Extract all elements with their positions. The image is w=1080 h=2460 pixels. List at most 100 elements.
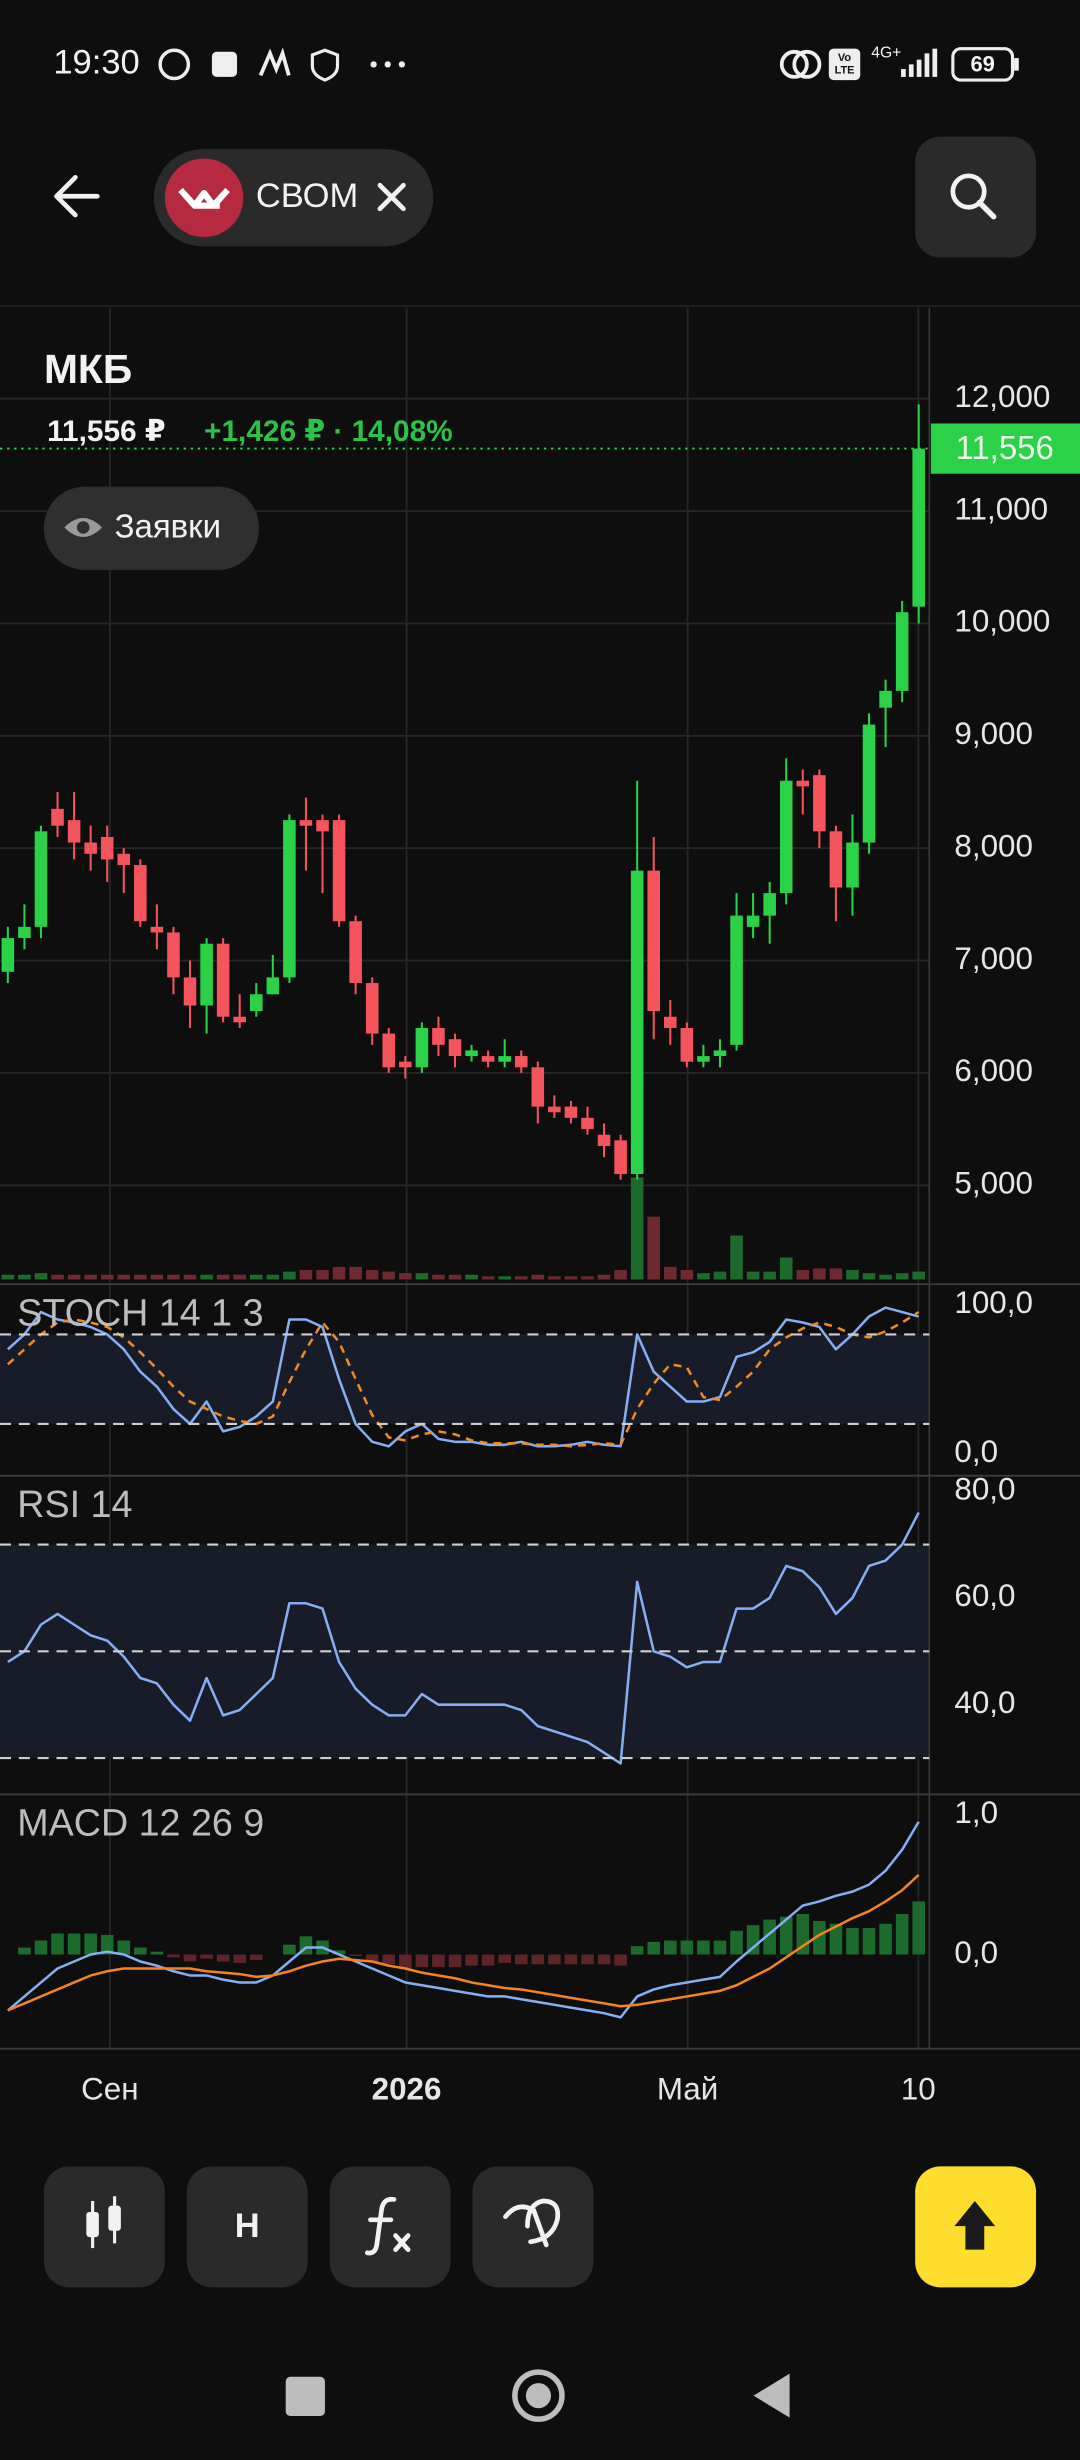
- volume-bar: [432, 1274, 445, 1280]
- volume-bar: [448, 1274, 462, 1280]
- candle-body: [415, 1027, 429, 1068]
- macd-histogram-bar: [134, 1947, 147, 1955]
- volume-bar: [895, 1273, 909, 1280]
- candle-body: [514, 1056, 528, 1068]
- candle-body: [51, 808, 64, 826]
- volte-badge: [828, 48, 861, 81]
- back-button[interactable]: [54, 175, 100, 218]
- volume-bar: [779, 1257, 793, 1280]
- candle-body: [34, 831, 48, 927]
- candle-body: [399, 1061, 412, 1068]
- y-tick-label: 10,000: [954, 604, 1050, 639]
- panel-title: RSI 14: [17, 1483, 132, 1525]
- recents-button[interactable]: [285, 2376, 325, 2417]
- volume-bar: [266, 1274, 280, 1280]
- y-tick-label: 80,0: [954, 1471, 1015, 1506]
- chip-close[interactable]: [377, 182, 406, 212]
- macd-histogram-bar: [167, 1954, 180, 1958]
- y-tick-label: 0,0: [954, 1935, 998, 1970]
- candle-body: [233, 1016, 246, 1023]
- macd-histogram-bar: [813, 1920, 826, 1955]
- battery-level: 69: [970, 52, 994, 77]
- macd-histogram-bar: [34, 1940, 48, 1955]
- battery: [951, 47, 1015, 82]
- macd-histogram-bar: [548, 1954, 561, 1965]
- volume-bar: [249, 1274, 263, 1280]
- volume-bar: [34, 1273, 48, 1280]
- candle-body: [862, 724, 876, 843]
- candle-body: [18, 926, 31, 939]
- volume-bar: [134, 1274, 147, 1280]
- candle-body: [912, 448, 925, 607]
- volume-bar: [365, 1270, 379, 1280]
- toolbar: H: [43, 2166, 1037, 2288]
- x-tick-label: 2026: [372, 2071, 442, 2106]
- macd-histogram-bar: [862, 1927, 876, 1955]
- candles-button[interactable]: [43, 2166, 165, 2288]
- macd-histogram-bar: [399, 1954, 412, 1969]
- volume-bar: [879, 1274, 892, 1280]
- volume-bar: [548, 1276, 561, 1280]
- macd-histogram-bar: [581, 1954, 594, 1965]
- orders-button[interactable]: [43, 486, 260, 570]
- candle-body: [134, 865, 147, 922]
- timeframe-button[interactable]: [186, 2166, 308, 2288]
- macd-histogram-bar: [779, 1916, 793, 1955]
- link-icon: [779, 49, 822, 79]
- candle-body: [813, 775, 826, 832]
- macd-histogram-bar: [697, 1940, 710, 1955]
- macd-histogram-bar: [200, 1954, 213, 1959]
- macd-histogram-bar: [498, 1954, 511, 1963]
- macd-histogram-bar: [18, 1947, 31, 1955]
- y-tick-label: 100,0: [954, 1285, 1033, 1320]
- indicators-button[interactable]: [329, 2166, 451, 2288]
- candle-body: [763, 893, 776, 916]
- candle-body: [664, 1016, 677, 1028]
- macd-histogram-bar: [349, 1954, 362, 1956]
- alarm-icon: [158, 48, 191, 81]
- candle-body: [299, 820, 313, 826]
- back-nav-button[interactable]: [753, 2373, 790, 2418]
- m-icon: [258, 47, 291, 77]
- status-bar: 19:30 Vo LTE 4G+ 69: [53, 43, 1019, 82]
- macd-histogram-bar: [531, 1954, 545, 1965]
- macd-histogram-bar: [912, 1901, 925, 1955]
- header: СВОМ: [0, 136, 1080, 307]
- macd-histogram-bar: [233, 1954, 246, 1963]
- volume-bar: [713, 1271, 727, 1280]
- volume-bar: [117, 1274, 131, 1280]
- dot: [398, 61, 405, 68]
- macd-histogram-bar: [730, 1930, 743, 1955]
- volume-bar: [399, 1273, 412, 1280]
- search-button[interactable]: [915, 136, 1037, 258]
- volume-bar: [1, 1274, 15, 1280]
- macd-histogram-bar: [597, 1954, 611, 1965]
- candle-body: [498, 1056, 511, 1062]
- y-tick-label: 7,000: [954, 941, 1033, 976]
- volume-bar: [283, 1271, 296, 1280]
- macd-histogram-bar: [249, 1954, 263, 1961]
- y-tick-label: 1,0: [954, 1795, 998, 1830]
- drawing-icon: [503, 2198, 561, 2248]
- volume-bar: [531, 1274, 545, 1280]
- candle-body: [183, 977, 197, 1006]
- drawing-button[interactable]: [472, 2166, 594, 2288]
- macd-histogram-bar: [283, 1944, 296, 1955]
- trade-icon: [954, 2200, 996, 2250]
- orders-label: Заявки: [115, 508, 221, 545]
- macd-histogram-bar: [365, 1954, 379, 1962]
- candle-body: [448, 1039, 462, 1057]
- candle-body: [531, 1067, 545, 1107]
- macd-histogram-bar: [117, 1940, 131, 1955]
- candle-body: [879, 690, 892, 708]
- home-button[interactable]: [512, 2369, 565, 2422]
- volte-text: Vo: [838, 52, 852, 64]
- axes: 12,000 11,000 10,000 9,000 8,000 7,000 6,000 5,…: [0, 307, 1080, 2106]
- volume-bar: [746, 1271, 760, 1280]
- signal-icon: [901, 48, 938, 77]
- candle-body: [647, 870, 661, 1012]
- macd-histogram-bar: [432, 1954, 445, 1968]
